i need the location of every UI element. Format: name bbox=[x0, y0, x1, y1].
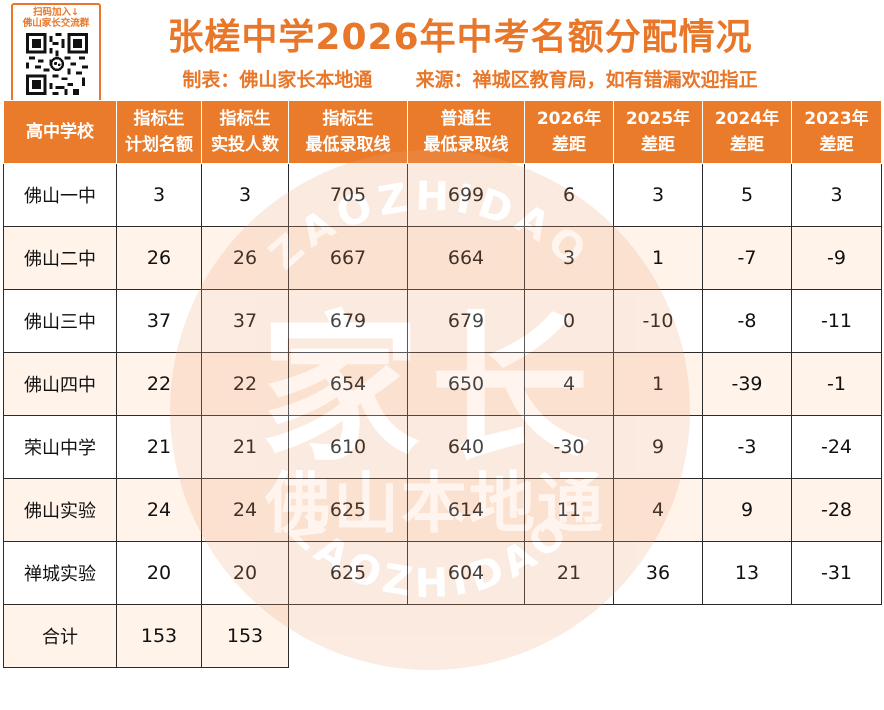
cell-gap-2023: -9 bbox=[791, 226, 882, 290]
cell-quota-min-score: 654 bbox=[288, 352, 408, 416]
cell-school: 佛山一中 bbox=[3, 163, 117, 227]
cell-gap-2024: -39 bbox=[702, 352, 792, 416]
header-gap-2026: 2026年 差距 bbox=[524, 100, 614, 164]
cell-plan-quota: 22 bbox=[116, 352, 202, 416]
table-row: 佛山二中 26 26 667 664 3 1 -7 -9 bbox=[3, 226, 882, 290]
cell-total-label: 合计 bbox=[3, 604, 117, 668]
cell-total-plan-quota: 153 bbox=[116, 604, 202, 668]
cell-regular-min-score: 640 bbox=[407, 415, 525, 479]
cell-gap-2024: 5 bbox=[702, 163, 792, 227]
header-gap-2023: 2023年 差距 bbox=[791, 100, 882, 164]
cell-quota-min-score: 667 bbox=[288, 226, 408, 290]
cell-gap-2023: 3 bbox=[791, 163, 882, 227]
cell-gap-2026: 21 bbox=[524, 541, 614, 605]
cell-actual-applicants: 37 bbox=[201, 289, 289, 353]
header-quota-min-score: 指标生 最低录取线 bbox=[288, 100, 408, 164]
cell-quota-min-score: 610 bbox=[288, 415, 408, 479]
cell-school: 禅城实验 bbox=[3, 541, 117, 605]
page-title: 张槎中学2026年中考名额分配情况 bbox=[167, 17, 753, 58]
table-row: 荣山中学 21 21 610 640 -30 9 -3 -24 bbox=[3, 415, 882, 479]
cell-regular-min-score: 650 bbox=[407, 352, 525, 416]
cell-actual-applicants: 22 bbox=[201, 352, 289, 416]
cell-gap-2024: 9 bbox=[702, 478, 792, 542]
cell-gap-2023: -24 bbox=[791, 415, 882, 479]
cell-regular-min-score: 679 bbox=[407, 289, 525, 353]
qr-caption-line1: 扫码加入↓ bbox=[33, 7, 79, 18]
table-row: 佛山实验 24 24 625 614 11 4 9 -28 bbox=[3, 478, 882, 542]
cell-gap-2026: 4 bbox=[524, 352, 614, 416]
cell-actual-applicants: 21 bbox=[201, 415, 289, 479]
cell-gap-2025: -10 bbox=[613, 289, 703, 353]
cell-gap-2024: 13 bbox=[702, 541, 792, 605]
table-row: 佛山四中 22 22 654 650 4 1 -39 -1 bbox=[3, 352, 882, 416]
table-row: 佛山一中 3 3 705 699 6 3 5 3 bbox=[3, 163, 882, 227]
cell-school: 荣山中学 bbox=[3, 415, 117, 479]
cell-gap-2026: 0 bbox=[524, 289, 614, 353]
cell-actual-applicants: 26 bbox=[201, 226, 289, 290]
header-plan-quota: 指标生 计划名额 bbox=[116, 100, 202, 164]
cell-gap-2025: 3 bbox=[613, 163, 703, 227]
qr-code-icon[interactable] bbox=[26, 33, 88, 95]
cell-total-actual-applicants: 153 bbox=[201, 604, 289, 668]
cell-gap-2023: -1 bbox=[791, 352, 882, 416]
cell-gap-2024: -7 bbox=[702, 226, 792, 290]
cell-actual-applicants: 20 bbox=[201, 541, 289, 605]
cell-gap-2025: 36 bbox=[613, 541, 703, 605]
header-school: 高中学校 bbox=[3, 100, 117, 164]
cell-quota-min-score: 705 bbox=[288, 163, 408, 227]
cell-actual-applicants: 24 bbox=[201, 478, 289, 542]
cell-school: 佛山四中 bbox=[3, 352, 117, 416]
cell-plan-quota: 21 bbox=[116, 415, 202, 479]
cell-plan-quota: 3 bbox=[116, 163, 202, 227]
subtitle-source: 来源：禅城区教育局，如有错漏欢迎指正 bbox=[415, 69, 758, 91]
page-subtitle: 制表：佛山家长本地通 来源：禅城区教育局，如有错漏欢迎指正 bbox=[100, 65, 840, 92]
cell-gap-2024: -8 bbox=[702, 289, 792, 353]
cell-gap-2023: -31 bbox=[791, 541, 882, 605]
table-row: 佛山三中 37 37 679 679 0 -10 -8 -11 bbox=[3, 289, 882, 353]
cell-gap-2026: 11 bbox=[524, 478, 614, 542]
table-row: 禅城实验 20 20 625 604 21 36 13 -31 bbox=[3, 541, 882, 605]
cell-school: 佛山三中 bbox=[3, 289, 117, 353]
cell-gap-2026: -30 bbox=[524, 415, 614, 479]
cell-gap-2025: 9 bbox=[613, 415, 703, 479]
cell-gap-2026: 3 bbox=[524, 226, 614, 290]
cell-plan-quota: 26 bbox=[116, 226, 202, 290]
subtitle-made-by: 制表：佛山家长本地通 bbox=[182, 69, 373, 91]
cell-regular-min-score: 614 bbox=[407, 478, 525, 542]
cell-regular-min-score: 664 bbox=[407, 226, 525, 290]
cell-gap-2024: -3 bbox=[702, 415, 792, 479]
header-gap-2025: 2025年 差距 bbox=[613, 100, 703, 164]
cell-plan-quota: 24 bbox=[116, 478, 202, 542]
header: 扫码加入↓ 佛山家长交流群 bbox=[0, 0, 884, 103]
cell-quota-min-score: 625 bbox=[288, 478, 408, 542]
cell-gap-2025: 4 bbox=[613, 478, 703, 542]
cell-school: 佛山二中 bbox=[3, 226, 117, 290]
cell-gap-2023: -28 bbox=[791, 478, 882, 542]
cell-regular-min-score: 604 bbox=[407, 541, 525, 605]
quota-table: 高中学校 指标生 计划名额 指标生 实投人数 指标生 最低录取线 普通生 最低录取线 2… bbox=[3, 100, 882, 668]
header-regular-min-score: 普通生 最低录取线 bbox=[407, 100, 525, 164]
cell-gap-2026: 6 bbox=[524, 163, 614, 227]
cell-quota-min-score: 679 bbox=[288, 289, 408, 353]
cell-quota-min-score: 625 bbox=[288, 541, 408, 605]
qr-card[interactable]: 扫码加入↓ 佛山家长交流群 bbox=[11, 3, 101, 103]
cell-actual-applicants: 3 bbox=[201, 163, 289, 227]
cell-plan-quota: 37 bbox=[116, 289, 202, 353]
qr-caption-line2: 佛山家长交流群 bbox=[22, 18, 90, 29]
cell-gap-2025: 1 bbox=[613, 352, 703, 416]
header-actual-applicants: 指标生 实投人数 bbox=[201, 100, 289, 164]
cell-regular-min-score: 699 bbox=[407, 163, 525, 227]
cell-gap-2023: -11 bbox=[791, 289, 882, 353]
header-gap-2024: 2024年 差距 bbox=[702, 100, 792, 164]
cell-school: 佛山实验 bbox=[3, 478, 117, 542]
total-row-empty bbox=[288, 604, 882, 668]
cell-gap-2025: 1 bbox=[613, 226, 703, 290]
cell-plan-quota: 20 bbox=[116, 541, 202, 605]
table-total-row: 合计 153 153 bbox=[3, 604, 882, 668]
table-header-row: 高中学校 指标生 计划名额 指标生 实投人数 指标生 最低录取线 普通生 最低录取线 2… bbox=[3, 100, 882, 164]
